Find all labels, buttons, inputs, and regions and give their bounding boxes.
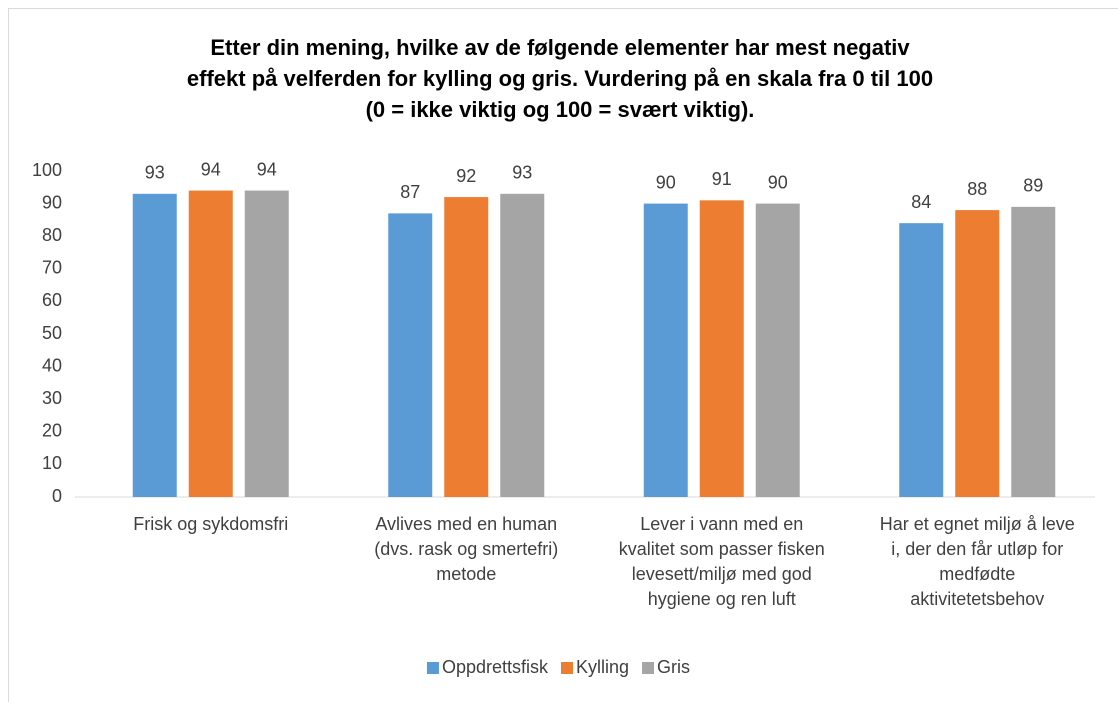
data-label: 92 — [456, 166, 476, 186]
bar — [188, 190, 233, 497]
legend-label: Oppdrettsfisk — [442, 657, 549, 677]
data-label: 93 — [512, 163, 532, 183]
y-tick-label: 30 — [42, 388, 62, 408]
y-tick-label: 80 — [42, 225, 62, 245]
bar — [444, 197, 489, 497]
data-label: 89 — [1023, 176, 1043, 196]
legend-swatch — [561, 662, 574, 674]
x-tick-label: Lever i vann med en kvalitet som passer … — [618, 514, 825, 609]
bar — [699, 200, 744, 497]
bar — [132, 193, 177, 497]
data-label: 90 — [768, 172, 788, 192]
data-label: 94 — [201, 159, 221, 179]
data-label: 94 — [257, 159, 277, 179]
legend-swatch — [426, 662, 439, 674]
x-tick-label: Frisk og sykdomsfri — [133, 514, 289, 534]
y-tick-label: 70 — [42, 258, 62, 278]
chart-border — [8, 8, 1118, 702]
y-tick-label: 20 — [42, 421, 62, 441]
y-tick-label: 0 — [52, 486, 62, 506]
data-label: 93 — [145, 163, 165, 183]
x-tick-label: Har et egnet miljø å leve i, der den får… — [879, 514, 1075, 609]
data-label: 88 — [967, 179, 987, 199]
data-label: 87 — [400, 182, 420, 202]
bar — [899, 223, 944, 497]
y-tick-label: 40 — [42, 355, 62, 375]
y-tick-label: 50 — [42, 323, 62, 343]
x-tick-label: Avlives med en human (dvs. rask og smert… — [374, 514, 559, 584]
data-label: 90 — [656, 172, 676, 192]
bar — [955, 210, 1000, 497]
data-label: 84 — [911, 192, 931, 212]
legend-swatch — [642, 662, 655, 674]
y-tick-label: 100 — [32, 160, 62, 180]
bar — [755, 203, 800, 497]
y-tick-label: 90 — [42, 192, 62, 212]
chart-title: Etter din mening, hvilke av de følgende … — [186, 35, 934, 122]
bar — [244, 190, 289, 497]
y-tick-label: 10 — [42, 453, 62, 473]
bar — [388, 213, 433, 497]
y-tick-label: 60 — [42, 290, 62, 310]
bar — [1011, 206, 1056, 498]
bar — [643, 203, 688, 497]
legend-label: Gris — [657, 657, 690, 677]
data-label: 91 — [712, 169, 732, 189]
bar — [500, 193, 545, 497]
legend-label: Kylling — [576, 657, 629, 677]
